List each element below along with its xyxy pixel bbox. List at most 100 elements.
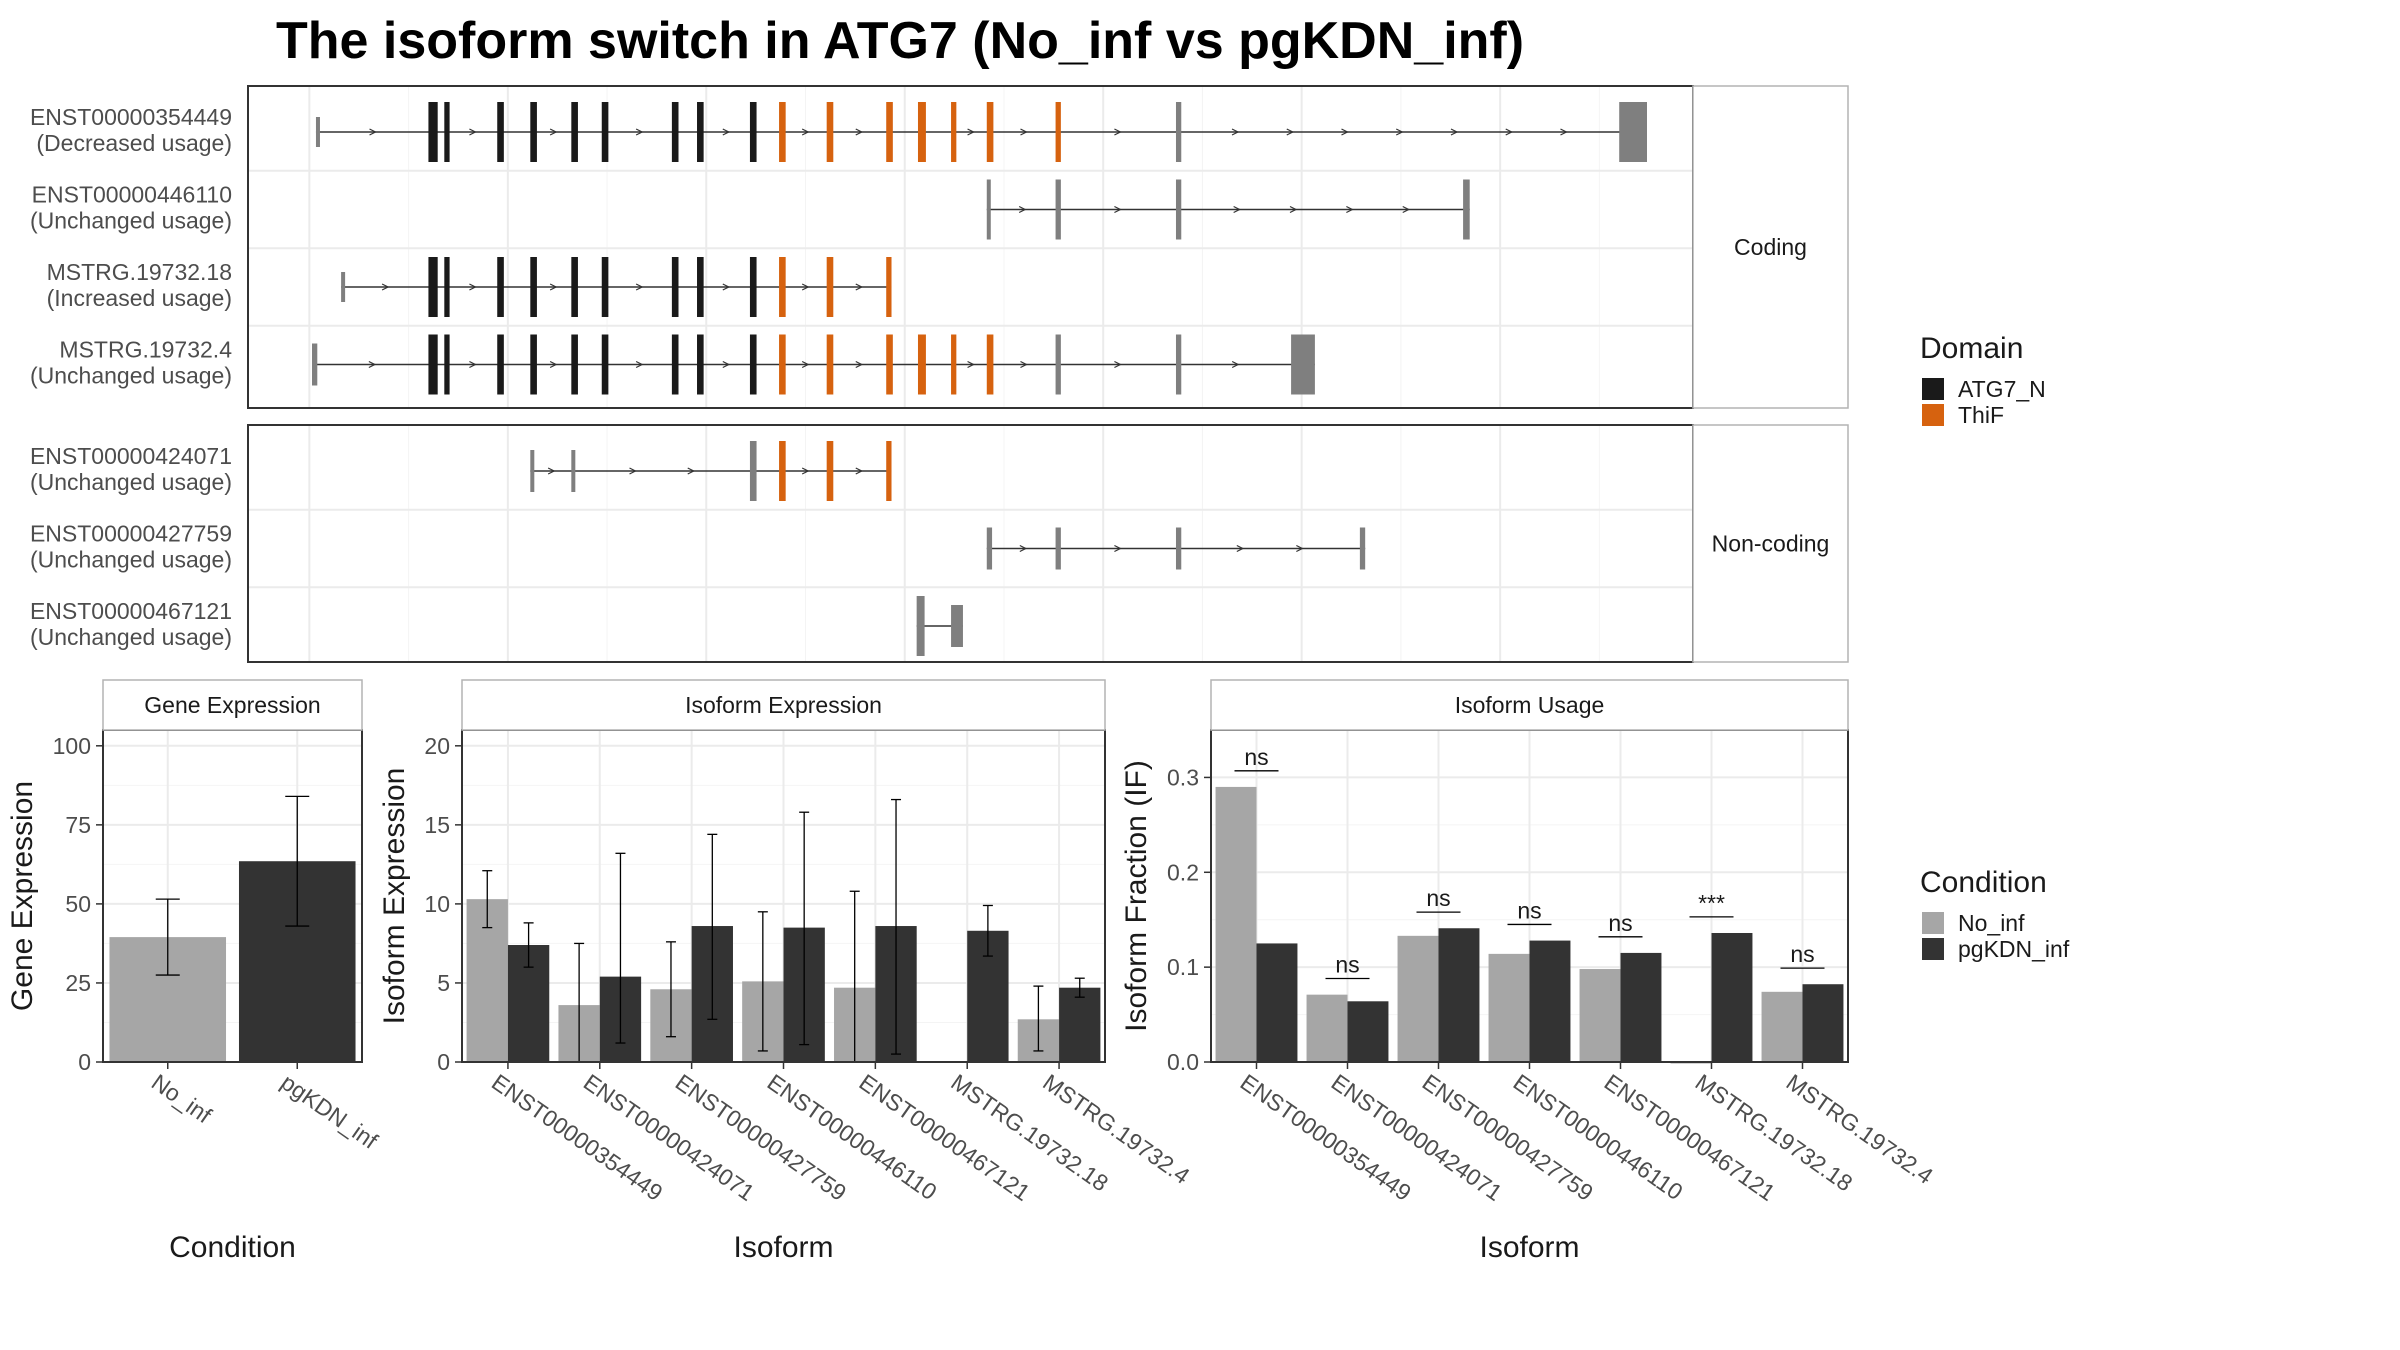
domain-legend-key: [1922, 378, 1944, 400]
isoform-label-id: MSTRG.19732.18: [47, 259, 232, 285]
direction-arrow: [469, 128, 477, 136]
direction-arrow: [1020, 128, 1028, 136]
bar-pgKDN_inf: [1711, 932, 1753, 1062]
direction-arrow: [549, 283, 558, 291]
exon-plain: [571, 450, 576, 492]
bar-No_inf: [1397, 935, 1439, 1062]
direction-arrow: [1114, 128, 1122, 136]
y-tick-label: 0.2: [1167, 859, 1199, 885]
exon-atg7: [697, 257, 704, 317]
exon-thif: [886, 102, 893, 162]
gene-expression-chart: Gene Expression 0 25 50 75 100 No_inf pgKDN_inf…: [6, 679, 383, 1264]
bar-pgKDN_inf: [1059, 987, 1101, 1062]
isoform-label-id: MSTRG.19732.4: [59, 337, 232, 363]
bar-pgKDN_inf: [1256, 943, 1298, 1062]
coding-facet-strip-label: Coding: [1734, 234, 1807, 260]
exon-plain: [1463, 179, 1470, 240]
x-tick-label: ENST00000354449: [487, 1069, 667, 1206]
direction-arrow: [547, 467, 556, 475]
panel-title: Isoform Usage: [1455, 692, 1605, 718]
y-axis-title: Isoform Expression: [378, 768, 411, 1025]
direction-arrow: [1231, 360, 1240, 369]
exon-atg7: [671, 257, 679, 317]
exon-plain: [749, 441, 757, 501]
condition-legend-key: [1922, 938, 1944, 960]
exon-atg7: [497, 102, 504, 162]
y-axis-title: Gene Expression: [6, 781, 39, 1011]
bar-No_inf: [1488, 953, 1530, 1062]
exon-thif: [951, 334, 957, 395]
significance-label: ns: [1517, 897, 1541, 923]
coding-facet-border: [247, 85, 1694, 409]
bar-pgKDN_inf: [1620, 952, 1662, 1062]
exon-atg7: [444, 334, 450, 395]
direction-arrow: [801, 467, 810, 475]
panel-title: Isoform Expression: [685, 692, 882, 718]
direction-arrow: [967, 128, 975, 136]
exon-plain: [1175, 102, 1182, 162]
direction-arrow: [722, 360, 731, 369]
condition-legend-label: pgKDN_inf: [1958, 936, 2070, 962]
y-tick-label: 50: [65, 891, 91, 917]
domain-legend-key: [1922, 404, 1944, 426]
direction-arrow: [722, 128, 731, 136]
exon-atg7: [444, 257, 450, 317]
bar-No_inf: [1306, 994, 1348, 1062]
exon-atg7: [601, 257, 609, 317]
exon-thif: [826, 257, 834, 317]
direction-arrow: [635, 360, 644, 369]
y-tick-label: 0: [78, 1049, 91, 1075]
isoform-label-usage: (Unchanged usage): [30, 624, 232, 650]
isoform-label-id: ENST00000446110: [32, 182, 232, 208]
exon-plain: [1175, 334, 1182, 395]
direction-arrow: [549, 360, 558, 369]
direction-arrow: [1018, 205, 1027, 214]
direction-arrow: [1289, 205, 1298, 214]
x-axis-title: Isoform: [1479, 1231, 1579, 1264]
exon-atg7: [571, 334, 578, 395]
isoform-usage-chart: ns ns ns ns ns *** ns Isoform Usage 0.0 0.1 0.2 0.3…: [1120, 679, 1938, 1264]
significance-label: ns: [1244, 744, 1268, 770]
x-tick-label: ENST00000424071: [579, 1069, 759, 1206]
exon-plain: [1055, 334, 1061, 395]
isoform-label-usage: (Decreased usage): [36, 130, 232, 156]
direction-arrow: [629, 467, 637, 475]
exon-atg7: [697, 102, 704, 162]
bar-pgKDN_inf: [1529, 940, 1571, 1062]
exon-plain: [341, 272, 346, 302]
x-tick-label: ENST00000424071: [1327, 1069, 1507, 1206]
direction-arrow: [801, 128, 810, 136]
exon-thif: [886, 257, 892, 317]
y-tick-label: 25: [65, 970, 91, 996]
direction-arrow: [1505, 128, 1514, 136]
x-tick-label: ENST00000467121: [1600, 1069, 1780, 1206]
bar-pgKDN_inf: [1802, 984, 1844, 1062]
exon-atg7: [530, 334, 537, 395]
exon-atg7: [571, 102, 578, 162]
direction-arrow: [855, 283, 864, 291]
exon-atg7: [601, 102, 609, 162]
isoform-expression-chart: Isoform Expression 0 5 10 15 20 ENST0000035444…: [378, 679, 1195, 1264]
exon-atg7: [428, 102, 438, 162]
exon-plain: [951, 605, 963, 647]
direction-arrow: [1114, 360, 1122, 369]
exon-thif: [917, 334, 926, 395]
x-tick-label: MSTRG.19732.4: [1782, 1069, 1938, 1189]
exon-thif: [1055, 102, 1061, 162]
condition-legend-label: No_inf: [1958, 910, 2025, 936]
direction-arrow: [1114, 205, 1122, 214]
direction-arrow: [1114, 544, 1122, 553]
condition-legend-title: Condition: [1920, 866, 2047, 899]
isoform-structure-panel: ENST00000354449(Decreased usage) ENST0000…: [30, 85, 1849, 663]
x-tick-label: ENST00000427759: [671, 1069, 851, 1206]
y-tick-label: 0.3: [1167, 764, 1199, 790]
exon-plain: [986, 179, 991, 240]
exon-atg7: [671, 102, 679, 162]
direction-arrow: [635, 283, 644, 291]
exon-thif: [779, 102, 786, 162]
y-tick-label: 0: [437, 1049, 450, 1075]
isoform-label-usage: (Unchanged usage): [30, 469, 232, 495]
domain-legend-label: ATG7_N: [1958, 376, 2046, 402]
exon-atg7: [697, 334, 704, 395]
